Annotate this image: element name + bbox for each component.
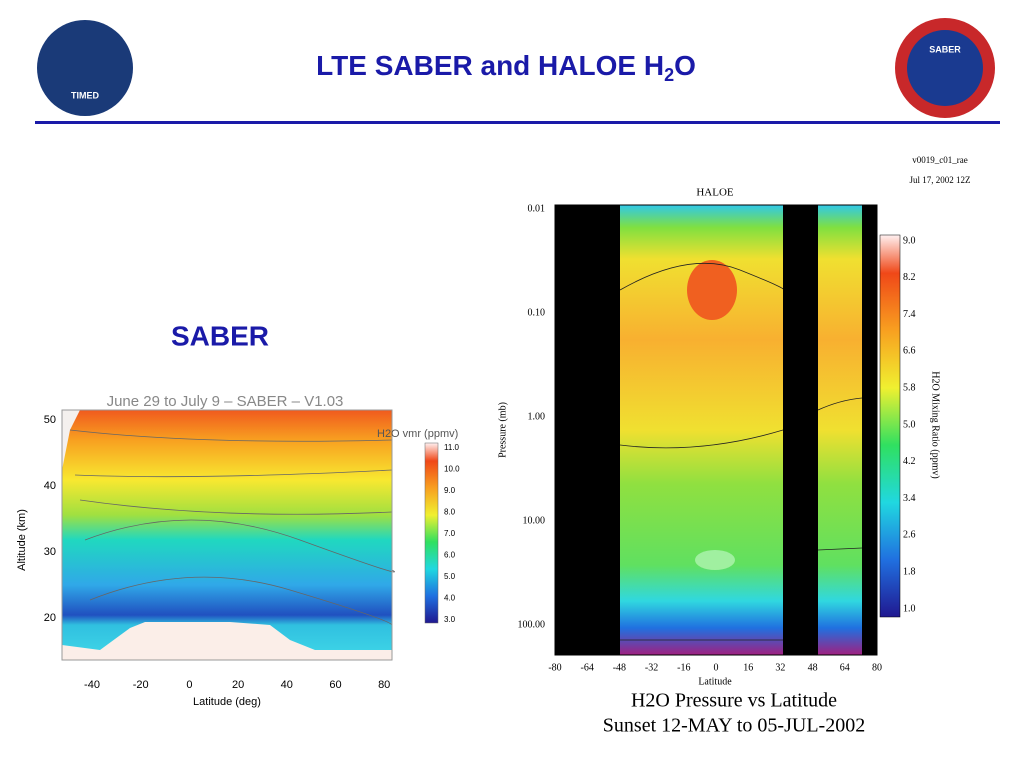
contour-field xyxy=(62,410,392,660)
colorbar-tick-label: 6.0 xyxy=(444,551,456,560)
run-id: v0019_c01_rae xyxy=(912,155,967,165)
x-tick-label: -48 xyxy=(613,662,626,673)
x-tick-label: -64 xyxy=(581,662,594,673)
no-data xyxy=(62,410,80,470)
colorbar-tick-label: 5.0 xyxy=(444,572,456,581)
x-axis-label: Latitude xyxy=(698,676,732,687)
colorbar xyxy=(424,442,439,624)
colorbar-tick-label: 8.2 xyxy=(903,272,916,283)
x-tick-label: 0 xyxy=(186,679,192,691)
saber-plot: June 29 to July 9 – SABER – V1.03 Altitu… xyxy=(16,385,458,715)
colorbar-tick-label: 7.0 xyxy=(444,529,456,538)
y-tick-label: 100.00 xyxy=(518,619,546,630)
haloe-plot: v0019_c01_rae Jul 17, 2002 12Z HALOE Pre… xyxy=(497,155,970,737)
x-tick-label: 80 xyxy=(378,679,390,691)
no-data-band xyxy=(862,205,877,655)
timed-logo xyxy=(37,20,133,116)
colorbar-tick-label: 8.0 xyxy=(444,508,456,517)
logo-text: SABER xyxy=(929,44,961,54)
colorbar-tick-label: 5.0 xyxy=(903,419,916,430)
x-tick-label: 40 xyxy=(281,679,293,691)
colorbar-tick-label: 10.0 xyxy=(444,465,460,474)
y-tick-label: 30 xyxy=(44,546,56,558)
slide-title: LTE SABER and HALOE H2O xyxy=(316,50,696,84)
colorbar-tick-label: 11.0 xyxy=(444,443,460,452)
colorbar-tick-label: 2.6 xyxy=(903,530,916,541)
minimum-region xyxy=(695,550,735,570)
colorbar-tick-label: 1.8 xyxy=(903,566,916,577)
x-tick-label: 20 xyxy=(232,679,244,691)
x-tick-label: 32 xyxy=(775,662,785,673)
y-axis-label: Altitude (km) xyxy=(16,509,28,571)
colorbar-tick-label: 9.0 xyxy=(903,235,916,246)
y-tick-label: 10.00 xyxy=(523,515,546,526)
y-tick-label: 0.10 xyxy=(528,307,546,318)
colorbar-tick-label: 3.0 xyxy=(444,615,456,624)
colorbar-tick-label: 6.6 xyxy=(903,346,916,357)
terrain-mask xyxy=(62,622,392,660)
y-axis-label: Pressure (mb) xyxy=(497,402,508,458)
maximum-region xyxy=(687,260,737,320)
title-part: O xyxy=(674,50,696,81)
title-subscript: 2 xyxy=(664,65,674,85)
colorbar-tick-label: 4.0 xyxy=(444,594,456,603)
colorbar-tick-label: 1.0 xyxy=(903,603,916,614)
x-tick-label: 16 xyxy=(743,662,753,673)
colorbar-tick-label: 5.8 xyxy=(903,382,916,393)
colorbar-tick-label: 7.4 xyxy=(903,309,916,320)
contours xyxy=(69,429,395,626)
x-tick-label: 60 xyxy=(329,679,341,691)
no-data-band xyxy=(555,205,620,655)
contours xyxy=(619,262,863,641)
x-tick-label: -16 xyxy=(677,662,690,673)
x-tick-label: -80 xyxy=(548,662,561,673)
caption: Sunset 12-MAY to 05-JUL-2002 xyxy=(603,715,865,737)
colorbar xyxy=(879,234,901,618)
instrument-label: HALOE xyxy=(696,187,734,199)
colorbar-tick-label: 9.0 xyxy=(444,486,456,495)
x-tick-label: -20 xyxy=(133,679,149,691)
x-tick-label: -40 xyxy=(84,679,100,691)
header-rule xyxy=(35,121,1000,124)
colorbar-tick-label: 4.2 xyxy=(903,456,916,467)
x-tick-label: 48 xyxy=(808,662,818,673)
run-date: Jul 17, 2002 12Z xyxy=(909,175,970,185)
x-tick-label: 80 xyxy=(872,662,882,673)
section-label: SABER xyxy=(171,320,269,351)
y-tick-label: 0.01 xyxy=(528,203,546,214)
caption: H2O Pressure vs Latitude xyxy=(631,690,837,712)
x-tick-label: 0 xyxy=(714,662,719,673)
plot-frame xyxy=(554,204,878,656)
plot-title: June 29 to July 9 – SABER – V1.03 xyxy=(107,393,344,410)
plot-frame xyxy=(61,409,393,661)
x-tick-label: -32 xyxy=(645,662,658,673)
no-data-band xyxy=(783,205,818,655)
x-axis-label: Latitude (deg) xyxy=(193,696,261,708)
colorbar-title: H2O vmr (ppmv) xyxy=(377,428,458,440)
saber-logo-inner xyxy=(907,30,983,106)
colorbar-label: H2O Mixing Ratio (ppmv) xyxy=(930,371,941,479)
y-tick-label: 1.00 xyxy=(528,411,546,422)
x-tick-label: 64 xyxy=(840,662,850,673)
y-tick-label: 20 xyxy=(44,612,56,624)
y-tick-label: 40 xyxy=(44,480,56,492)
colorbar-tick-label: 3.4 xyxy=(903,493,916,504)
header: TIMED SABER LTE SABER and HALOE H2O SABE… xyxy=(35,18,1000,351)
y-tick-label: 50 xyxy=(44,414,56,426)
title-part: LTE SABER and HALOE H xyxy=(316,50,664,81)
logo-text: TIMED xyxy=(71,90,99,100)
